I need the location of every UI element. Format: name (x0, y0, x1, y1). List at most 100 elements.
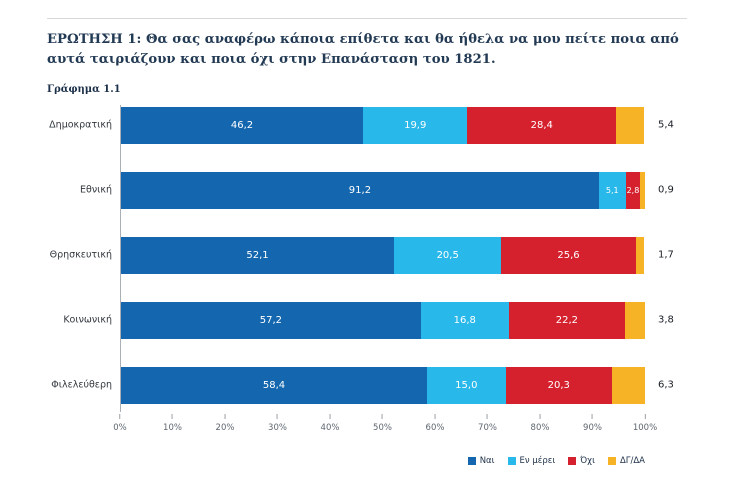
tick-mark (539, 413, 541, 419)
tick-label: 100% (632, 422, 658, 433)
x-axis-tick: 20% (215, 413, 235, 433)
bar-segment: 5,1 (598, 171, 626, 209)
bar-track: 91,2 5,1 2,8 (121, 171, 645, 209)
tick-mark (224, 413, 226, 419)
legend-label: Εν μέρει (519, 455, 556, 466)
bar-segment: 16,8 (420, 301, 509, 339)
segment-value-label: 25,6 (557, 249, 580, 261)
x-axis-tick: 60% (425, 413, 445, 433)
category-label: Εθνική (80, 184, 112, 196)
tick-label: 50% (373, 422, 392, 433)
category-label: Κοινωνική (63, 314, 112, 326)
bar-segment: 25,6 (501, 236, 636, 274)
x-axis-tick: 50% (373, 413, 392, 433)
tick-label: 0% (113, 422, 127, 433)
bar-segment: 28,4 (467, 106, 617, 144)
outside-value-label: 5,4 (658, 119, 674, 131)
bar-segment: 2,8 (625, 171, 641, 209)
tick-label: 60% (425, 422, 445, 433)
segment-value-label: 20,3 (547, 379, 570, 391)
question-title: ΕΡΩΤΗΣΗ 1: Θα σας αναφέρω κάποια επίθετα… (47, 32, 679, 68)
tick-mark (382, 413, 383, 419)
segment-value-label: 57,2 (259, 314, 282, 326)
legend-item: ΔΓ/ΔΑ (607, 455, 645, 466)
bar-segment: 20,5 (394, 236, 502, 274)
segment-value-label: 52,1 (246, 249, 269, 261)
bar-segment: 57,2 (121, 301, 421, 339)
outside-value-label: 0,9 (658, 184, 674, 196)
legend-item: Όχι (568, 456, 595, 466)
tick-mark (172, 413, 173, 419)
legend-label: Όχι (580, 455, 595, 466)
bar-segment (625, 301, 645, 339)
legend-label: ΔΓ/ΔΑ (619, 455, 645, 466)
segment-value-label: 91,2 (348, 184, 372, 196)
bar-segment: 46,2 (121, 106, 364, 144)
x-axis-tick: 10% (163, 413, 182, 433)
segment-value-label: 58,4 (262, 379, 286, 391)
legend-swatch (607, 456, 616, 465)
tick-mark (487, 413, 488, 419)
x-axis-tick: 70% (478, 413, 497, 433)
bar-row: Κοινωνική 57,2 16,8 22,2 3,8 (63, 301, 674, 339)
outside-value-label: 3,8 (658, 314, 674, 326)
x-axis-tick: 0% (113, 413, 127, 433)
tick-label: 40% (320, 422, 340, 433)
tick-mark (434, 413, 436, 419)
tick-label: 20% (215, 422, 235, 433)
bar-segment: 22,2 (508, 301, 626, 339)
x-axis-tick: 100% (632, 413, 658, 433)
bar-rows: Δημοκρατική 46,2 19,9 28,4 5,4 Εθνική 91,2 5,1 2… (49, 104, 674, 412)
x-axis-tick: 30% (268, 413, 287, 433)
tick-label: 90% (583, 422, 602, 433)
segment-value-label: 19,9 (404, 119, 427, 131)
x-axis: 0% 10% 20% 30% 40% 50% 60% 70% 80% 90% 100% (113, 413, 657, 440)
legend: Ναι Εν μέρει Όχι ΔΓ/ΔΑ (47, 456, 687, 466)
bar-row: Φιλελεύθερη 58,4 15,0 20,3 6,3 (51, 366, 674, 404)
bar-row: Δημοκρατική 46,2 19,9 28,4 5,4 (49, 106, 674, 144)
bar-segment: 91,2 (121, 171, 599, 209)
stacked-bar-chart: Δημοκρατική 46,2 19,9 28,4 5,4 Εθνική 91,2 5,1 2… (47, 104, 687, 466)
bar-segment: 19,9 (363, 106, 468, 144)
bar-track: 57,2 16,8 22,2 (121, 301, 645, 339)
segment-value-label: 22,2 (555, 314, 579, 326)
page: ΕΡΩΤΗΣΗ 1: Θα σας αναφέρω κάποια επίθετα… (0, 18, 734, 504)
segment-value-label: 5,1 (605, 185, 619, 195)
bar-track: 46,2 19,9 28,4 (121, 106, 645, 144)
legend-label: Ναι (479, 455, 495, 466)
tick-label: 80% (530, 422, 550, 433)
bar-segment (635, 236, 645, 274)
segment-value-label: 46,2 (230, 119, 254, 131)
plot-area: Δημοκρατική 46,2 19,9 28,4 5,4 Εθνική 91,2 5,1 2… (49, 104, 674, 440)
segment-value-label: 15,0 (455, 379, 478, 391)
segment-value-label: 16,8 (453, 314, 476, 326)
tick-label: 30% (268, 422, 287, 433)
x-axis-tick: 40% (320, 413, 340, 433)
tick-mark (277, 413, 278, 419)
outside-value-label: 6,3 (658, 379, 674, 391)
outside-value-label: 1,7 (658, 249, 674, 261)
tick-mark (592, 413, 593, 419)
bar-row: Εθνική 91,2 5,1 2,8 0,9 (80, 171, 674, 209)
legend-item: Εν μέρει (507, 455, 556, 466)
bar-segment: 52,1 (121, 236, 394, 274)
figure-label: Γράφημα 1.1 (47, 83, 121, 95)
tick-mark (644, 413, 646, 419)
category-label: Φιλελεύθερη (51, 379, 112, 391)
bar-segment: 58,4 (121, 366, 428, 404)
bar-row: Θρησκευτική 52,1 20,5 25,6 1,7 (50, 236, 674, 274)
bar-segment (640, 171, 645, 209)
bar-segment: 20,3 (505, 366, 612, 404)
x-axis-tick: 90% (583, 413, 602, 433)
legend-swatch (568, 456, 577, 465)
legend-swatch (467, 456, 476, 465)
tick-label: 70% (478, 422, 497, 433)
tick-label: 10% (163, 422, 182, 433)
bar-track: 58,4 15,0 20,3 (121, 366, 645, 404)
tick-mark (329, 413, 331, 419)
bar-segment: 15,0 (427, 366, 506, 404)
legend-swatch (507, 456, 516, 465)
tick-mark (119, 413, 121, 419)
segment-value-label: 20,5 (436, 249, 459, 261)
bar-segment (616, 106, 645, 144)
